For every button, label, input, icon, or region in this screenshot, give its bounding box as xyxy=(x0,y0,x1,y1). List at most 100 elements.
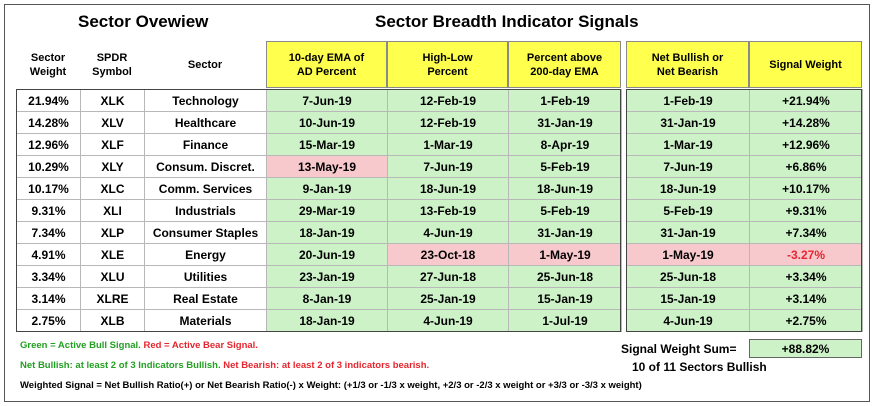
high-low-cell: 4-Jun-19 xyxy=(387,309,509,332)
sector-name-cell: Finance xyxy=(144,133,267,156)
net-signal-cell: 31-Jan-19 xyxy=(626,111,750,134)
percent-200-cell: 15-Jan-19 xyxy=(508,287,622,310)
net-signal-cell: 1-Feb-19 xyxy=(626,89,750,112)
high-low-cell: 27-Jun-18 xyxy=(387,265,509,288)
legend-line: Green = Active Bull Signal. Red = Active… xyxy=(20,340,258,351)
table-row: 7.34% XLP Consumer Staples 18-Jan-19 4-Jun-1… xyxy=(16,221,622,244)
signal-weight-cell: -3.27% xyxy=(749,243,863,266)
percent-200-cell: 31-Jan-19 xyxy=(508,111,622,134)
spdr-symbol-cell: XLRE xyxy=(80,287,145,310)
signal-weight-cell: +14.28% xyxy=(749,111,863,134)
table-row: 1-May-19 -3.27% xyxy=(626,243,863,266)
spdr-symbol-cell: XLE xyxy=(80,243,145,266)
table-row: 25-Jun-18 +3.34% xyxy=(626,265,863,288)
table-row: 1-Mar-19 +12.96% xyxy=(626,133,863,156)
high-low-cell: 1-Mar-19 xyxy=(387,133,509,156)
signal-weight-cell: +6.86% xyxy=(749,155,863,178)
table-row: 2.75% XLB Materials 18-Jan-19 4-Jun-19 1-Jul-… xyxy=(16,309,622,332)
net-signal-cell: 18-Jun-19 xyxy=(626,177,750,200)
spdr-symbol-cell: XLC xyxy=(80,177,145,200)
spdr-symbol-cell: XLU xyxy=(80,265,145,288)
ad-percent-cell: 23-Jan-19 xyxy=(266,265,388,288)
table-row: 3.34% XLU Utilities 23-Jan-19 27-Jun-18 25-Ju… xyxy=(16,265,622,288)
sector-name-cell: Real Estate xyxy=(144,287,267,310)
sector-weight-cell: 4.91% xyxy=(16,243,81,266)
signal-weight-cell: +3.14% xyxy=(749,287,863,310)
sector-name-cell: Energy xyxy=(144,243,267,266)
table-row: 1-Feb-19 +21.94% xyxy=(626,89,863,112)
header-spdr-symbol: SPDR Symbol xyxy=(92,51,132,78)
percent-200-cell: 31-Jan-19 xyxy=(508,221,622,244)
table-row: 4.91% XLE Energy 20-Jun-19 23-Oct-18 1-May-19 xyxy=(16,243,622,266)
sector-weight-cell: 9.31% xyxy=(16,199,81,222)
header-high-low: High-Low Percent xyxy=(387,41,508,88)
percent-200-cell: 1-May-19 xyxy=(508,243,622,266)
sector-table: 21.94% XLK Technology 7-Jun-19 12-Feb-19 1-Fe… xyxy=(16,89,622,332)
signal-table: 1-Feb-19 +21.94% 31-Jan-19 +14.28% 1-Mar-19 +… xyxy=(626,89,863,332)
sector-weight-cell: 2.75% xyxy=(16,309,81,332)
high-low-cell: 7-Jun-19 xyxy=(387,155,509,178)
sector-weight-cell: 10.29% xyxy=(16,155,81,178)
signal-weight-cell: +12.96% xyxy=(749,133,863,156)
table-row: 9.31% XLI Industrials 29-Mar-19 13-Feb-19 5-F… xyxy=(16,199,622,222)
table-row: 3.14% XLRE Real Estate 8-Jan-19 25-Jan-19 15-… xyxy=(16,287,622,310)
spdr-symbol-cell: XLK xyxy=(80,89,145,112)
net-bearish-definition: Net Bearish: at least 2 of 3 indicators … xyxy=(223,360,430,371)
sector-name-cell: Comm. Services xyxy=(144,177,267,200)
signal-weight-sum-value: +88.82% xyxy=(749,339,862,358)
high-low-cell: 12-Feb-19 xyxy=(387,89,509,112)
spdr-symbol-cell: XLF xyxy=(80,133,145,156)
sector-name-cell: Consumer Staples xyxy=(144,221,267,244)
sectors-bullish-count: 10 of 11 Sectors Bullish xyxy=(632,360,767,374)
net-signal-cell: 5-Feb-19 xyxy=(626,199,750,222)
sector-name-cell: Industrials xyxy=(144,199,267,222)
ad-percent-cell: 10-Jun-19 xyxy=(266,111,388,134)
signal-weight-cell: +9.31% xyxy=(749,199,863,222)
ad-percent-cell: 15-Mar-19 xyxy=(266,133,388,156)
signal-weight-cell: +21.94% xyxy=(749,89,863,112)
breadth-signals-title: Sector Breadth Indicator Signals xyxy=(375,12,639,31)
high-low-cell: 23-Oct-18 xyxy=(387,243,509,266)
high-low-cell: 12-Feb-19 xyxy=(387,111,509,134)
ad-percent-cell: 8-Jan-19 xyxy=(266,287,388,310)
table-row: 4-Jun-19 +2.75% xyxy=(626,309,863,332)
legend-green: Green = Active Bull Signal. xyxy=(20,340,141,351)
signal-weight-sum-label: Signal Weight Sum= xyxy=(621,342,737,356)
high-low-cell: 13-Feb-19 xyxy=(387,199,509,222)
spdr-symbol-cell: XLV xyxy=(80,111,145,134)
table-row: 12.96% XLF Finance 15-Mar-19 1-Mar-19 8-Apr-1… xyxy=(16,133,622,156)
ad-percent-cell: 7-Jun-19 xyxy=(266,89,388,112)
net-bullish-definition: Net Bullish: at least 2 of 3 Indicators … xyxy=(20,360,221,371)
net-definition-line: Net Bullish: at least 2 of 3 Indicators … xyxy=(20,360,429,371)
header-percent-200: Percent above 200-day EMA xyxy=(508,41,621,88)
sector-weight-cell: 3.34% xyxy=(16,265,81,288)
spdr-symbol-cell: XLI xyxy=(80,199,145,222)
percent-200-cell: 25-Jun-18 xyxy=(508,265,622,288)
net-signal-cell: 15-Jan-19 xyxy=(626,287,750,310)
net-signal-cell: 7-Jun-19 xyxy=(626,155,750,178)
sector-name-cell: Healthcare xyxy=(144,111,267,134)
percent-200-cell: 1-Jul-19 xyxy=(508,309,622,332)
header-signal-weight: Signal Weight xyxy=(749,41,862,88)
ad-percent-cell: 9-Jan-19 xyxy=(266,177,388,200)
table-row: 31-Jan-19 +14.28% xyxy=(626,111,863,134)
sector-overview-title: Sector Ovewiew xyxy=(78,12,209,31)
table-row: 5-Feb-19 +9.31% xyxy=(626,199,863,222)
weighted-signal-definition: Weighted Signal = Net Bullish Ratio(+) o… xyxy=(20,380,642,391)
net-signal-cell: 1-May-19 xyxy=(626,243,750,266)
percent-200-cell: 18-Jun-19 xyxy=(508,177,622,200)
sector-weight-cell: 21.94% xyxy=(16,89,81,112)
high-low-cell: 18-Jun-19 xyxy=(387,177,509,200)
table-row: 14.28% XLV Healthcare 10-Jun-19 12-Feb-19 31-… xyxy=(16,111,622,134)
ad-percent-cell: 18-Jan-19 xyxy=(266,309,388,332)
header-sector-weight: Sector Weight xyxy=(29,51,67,78)
percent-200-cell: 5-Feb-19 xyxy=(508,155,622,178)
legend-red: Red = Active Bear Signal. xyxy=(143,340,258,351)
sector-name-cell: Materials xyxy=(144,309,267,332)
signal-weight-cell: +10.17% xyxy=(749,177,863,200)
ad-percent-cell: 29-Mar-19 xyxy=(266,199,388,222)
high-low-cell: 4-Jun-19 xyxy=(387,221,509,244)
table-row: 31-Jan-19 +7.34% xyxy=(626,221,863,244)
ad-percent-cell: 20-Jun-19 xyxy=(266,243,388,266)
ad-percent-cell: 13-May-19 xyxy=(266,155,388,178)
